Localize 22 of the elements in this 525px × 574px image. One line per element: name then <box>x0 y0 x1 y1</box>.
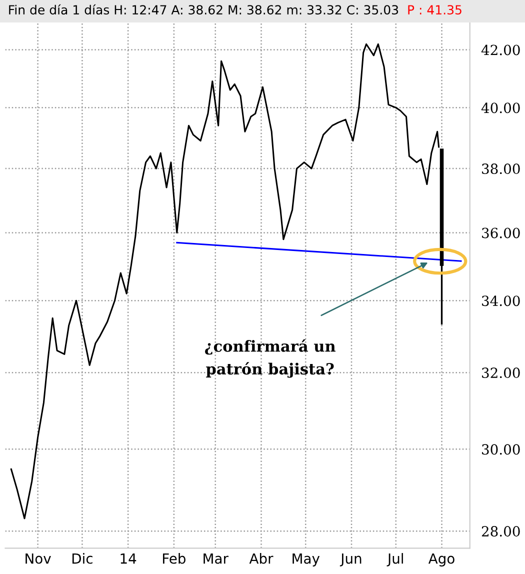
y-tick-label: 40.00 <box>481 102 520 114</box>
y-tick-label: 34.00 <box>482 296 520 306</box>
chart-title: Fin de día 1 días H: 12:47 A: 38.62 M: 38.62 m: 33.32 C: 35.03 <box>9 4 398 15</box>
y-tick-label: 42.00 <box>481 44 520 56</box>
x-tick-label: Feb <box>163 553 186 564</box>
y-tick-label: 36.00 <box>482 228 520 238</box>
x-tick-label: Ago <box>428 553 454 566</box>
y-tick-label: 30.00 <box>482 444 520 455</box>
y-tick-label: 32.00 <box>482 368 520 378</box>
x-tick-label: 14 <box>120 553 136 564</box>
x-tick-label: Dic <box>72 553 92 564</box>
x-tick-label: Mar <box>204 553 228 564</box>
text: P : 41.35 <box>408 5 462 15</box>
y-tick-label: 28.00 <box>482 526 520 537</box>
y-tick-label: 38.00 <box>482 164 520 174</box>
line-series <box>10 43 440 520</box>
x-tick-label: Jul <box>386 553 403 566</box>
x-tick-label: Abr <box>249 553 274 564</box>
annotation: ¿confirmará un patrón bajista? <box>205 339 336 378</box>
x-tick-label: Nov <box>26 553 51 564</box>
x-tick-label: Jun <box>340 553 362 566</box>
x-tick-label: May <box>292 553 320 566</box>
